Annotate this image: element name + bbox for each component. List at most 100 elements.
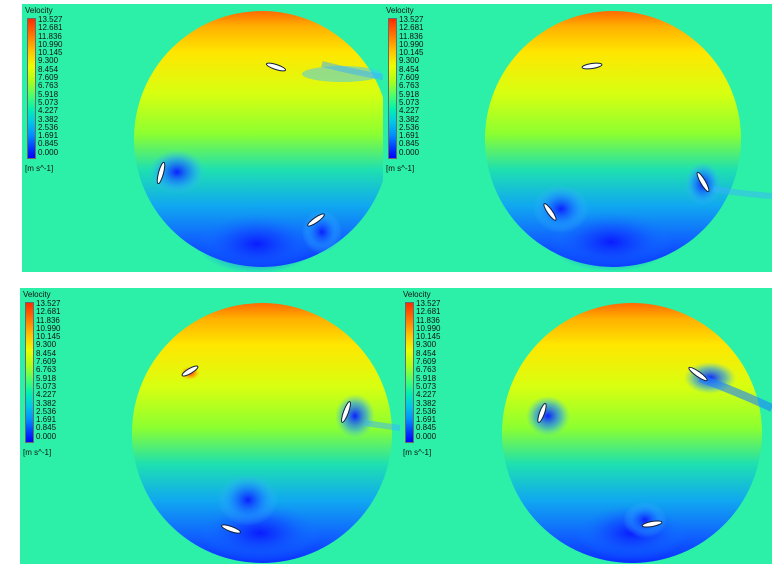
- legend-tick: 5.073: [36, 381, 57, 391]
- legend-ticks: 13.527 12.681 11.836 10.990 10.145 9.300…: [38, 15, 63, 157]
- panel-bottom-right: Velocity 13.527 12.681 11.836 10.990 10.…: [400, 288, 772, 564]
- legend-unit: [m s^-1]: [23, 448, 52, 457]
- legend-unit: [m s^-1]: [386, 164, 415, 173]
- panel-bottom-left: Velocity 13.527 12.681 11.836 10.990 10.…: [20, 288, 400, 564]
- legend-tick: 6.763: [416, 365, 437, 375]
- legend-title: Velocity: [386, 6, 414, 15]
- legend-tick: 4.227: [36, 390, 57, 400]
- legend-tick: 8.454: [399, 64, 420, 74]
- legend-tick: 2.536: [399, 122, 420, 132]
- legend-tick: 10.990: [36, 323, 61, 333]
- legend-tick: 7.609: [399, 73, 420, 83]
- lower-right-blade: [307, 213, 325, 227]
- legend-tick: 6.763: [36, 365, 57, 375]
- panel-top-right: Velocity 13.527 12.681 11.836 10.990 10.…: [383, 4, 772, 272]
- legend-tick: 11.836: [399, 31, 423, 41]
- legend-ticks: 13.527 12.681 11.836 10.990 10.145 9.300…: [36, 299, 61, 441]
- upper-right-blade: [265, 62, 287, 72]
- legend-tick: 5.918: [416, 373, 437, 383]
- color-scale-bar: [405, 302, 414, 443]
- legend-ticks: 13.527 12.681 11.836 10.990 10.145 9.300…: [399, 15, 424, 157]
- legend-title: Velocity: [403, 290, 431, 299]
- legend-tick: 10.145: [416, 332, 441, 342]
- legend-ticks: 13.527 12.681 11.836 10.990 10.145 9.300…: [416, 299, 441, 441]
- legend-tick: 11.836: [36, 315, 60, 325]
- legend-tick: 7.609: [36, 357, 57, 367]
- legend-tick: 10.145: [399, 48, 424, 58]
- velocity-contour-bottom-right: [502, 303, 772, 563]
- legend-tick: 13.527: [399, 15, 424, 24]
- legend-unit: [m s^-1]: [403, 448, 432, 457]
- legend-tick: 9.300: [36, 340, 57, 350]
- velocity-contour-top-left: [134, 11, 395, 272]
- velocity-contour-bottom-left: [132, 303, 400, 563]
- legend-tick: 2.536: [416, 406, 437, 416]
- legend-tick: 3.382: [416, 398, 437, 408]
- legend-tick: 4.227: [38, 106, 59, 116]
- left-blade: [156, 161, 166, 185]
- legend-tick: 5.918: [36, 373, 57, 383]
- right-blade: [688, 366, 708, 382]
- color-scale-bar: [388, 18, 397, 159]
- legend-tick: 0.000: [399, 147, 420, 157]
- legend-tick: 11.836: [38, 31, 62, 41]
- legend-tick: 1.691: [416, 415, 437, 425]
- legend-tick: 12.681: [36, 307, 61, 317]
- legend-tick: 0.000: [416, 431, 437, 441]
- top-blade: [581, 62, 603, 70]
- legend-tick: 12.681: [399, 23, 424, 33]
- legend-tick: 1.691: [399, 131, 420, 141]
- legend-tick: 13.527: [36, 299, 61, 308]
- legend-tick: 6.763: [399, 81, 420, 91]
- legend-tick: 4.227: [399, 106, 420, 116]
- legend-tick: 5.073: [38, 97, 59, 107]
- legend-tick: 5.918: [399, 89, 420, 99]
- legend-tick: 0.845: [38, 139, 59, 149]
- bottom-blade: [641, 520, 663, 528]
- legend-tick: 7.609: [416, 357, 437, 367]
- upper-left-blade: [181, 365, 199, 377]
- legend-tick: 3.382: [38, 114, 59, 124]
- legend-tick: 2.536: [38, 122, 59, 132]
- legend-tick: 5.073: [416, 381, 437, 391]
- color-scale-bar: [25, 302, 34, 443]
- legend-title: Velocity: [23, 290, 51, 299]
- right-blade: [341, 401, 351, 423]
- legend-tick: 0.000: [38, 147, 59, 157]
- legend-tick: 9.300: [38, 56, 59, 66]
- legend-tick: 0.000: [36, 431, 57, 441]
- legend-tick: 12.681: [416, 307, 441, 317]
- legend-tick: 0.845: [416, 423, 437, 433]
- legend-tick: 8.454: [36, 348, 57, 358]
- legend-tick: 8.454: [38, 64, 59, 74]
- color-scale-bar: [27, 18, 36, 159]
- legend-tick: 10.990: [38, 39, 63, 49]
- lower-left-blade: [543, 203, 557, 221]
- legend-tick: 10.990: [399, 39, 424, 49]
- legend-tick: 1.691: [36, 415, 57, 425]
- left-blade: [537, 403, 547, 423]
- bottom-blade: [221, 524, 241, 534]
- legend-unit: [m s^-1]: [25, 164, 54, 173]
- legend-tick: 10.145: [38, 48, 63, 58]
- legend-tick: 4.227: [416, 390, 437, 400]
- legend-tick: 13.527: [38, 15, 63, 24]
- legend-tick: 5.918: [38, 89, 59, 99]
- panel-top-left: Velocity 13.527 12.681 11.836 10.990 10.…: [22, 4, 396, 272]
- legend-tick: 7.609: [38, 73, 59, 83]
- legend-tick: 10.145: [36, 332, 61, 342]
- velocity-contour-top-right: [485, 11, 772, 272]
- legend-tick: 1.691: [38, 131, 59, 141]
- legend-tick: 3.382: [399, 114, 420, 124]
- right-blade: [696, 171, 710, 193]
- legend-tick: 11.836: [416, 315, 440, 325]
- legend-tick: 6.763: [38, 81, 59, 91]
- legend-tick: 10.990: [416, 323, 441, 333]
- legend-tick: 9.300: [416, 340, 437, 350]
- legend-tick: 3.382: [36, 398, 57, 408]
- legend-tick: 0.845: [36, 423, 57, 433]
- legend-tick: 5.073: [399, 97, 420, 107]
- legend-tick: 8.454: [416, 348, 437, 358]
- legend-tick: 13.527: [416, 299, 441, 308]
- legend-tick: 2.536: [36, 406, 57, 416]
